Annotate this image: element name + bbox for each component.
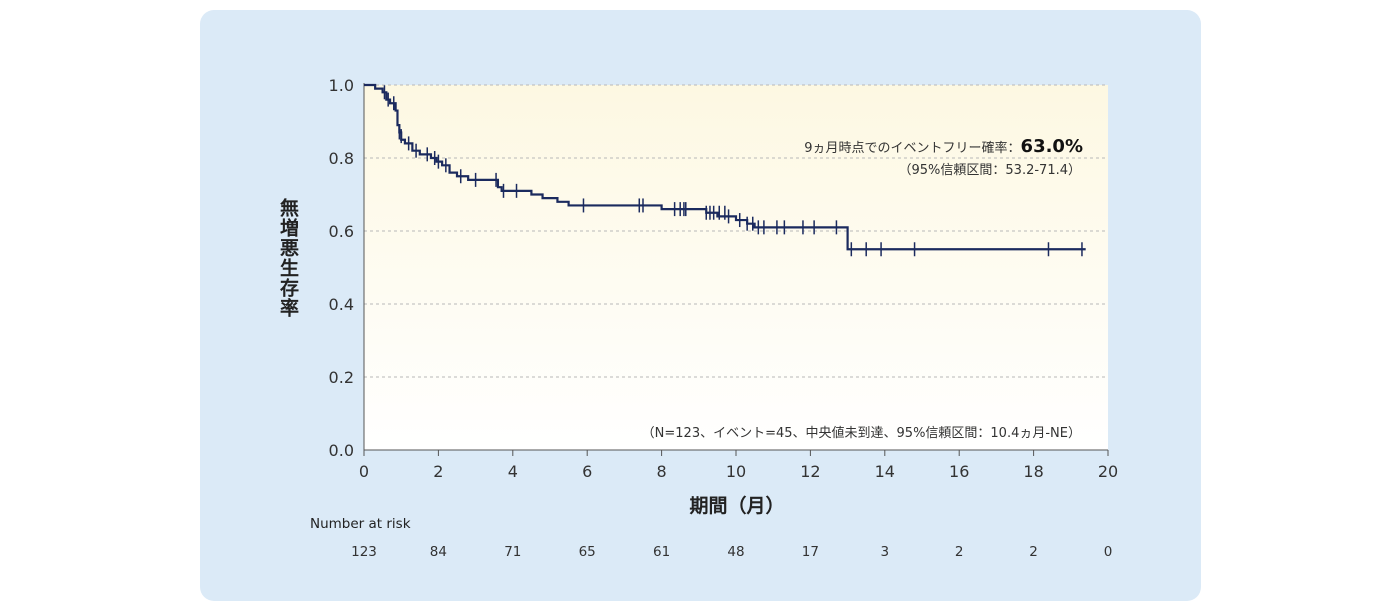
km-chart: 0.00.20.40.60.81.0 0 2 4 6 8 10 12 14 16 18 20 無増悪… bbox=[277, 76, 1118, 560]
x-axis-title: 期間（月） bbox=[689, 494, 784, 517]
risk-count: 3 bbox=[881, 544, 890, 560]
x-tick-label: 14 bbox=[875, 462, 895, 481]
x-tick-label: 0 bbox=[359, 462, 369, 481]
x-tick-label: 12 bbox=[800, 462, 820, 481]
survival-curve bbox=[364, 83, 1086, 251]
y-tick-label: 0.6 bbox=[329, 222, 354, 241]
number-at-risk-label: Number at risk bbox=[310, 516, 411, 532]
risk-count: 48 bbox=[727, 544, 744, 560]
risk-count: 123 bbox=[351, 544, 377, 560]
y-tick-label: 0.2 bbox=[329, 368, 354, 387]
risk-count: 17 bbox=[802, 544, 819, 560]
risk-count: 2 bbox=[955, 544, 964, 560]
y-axis-title: 無増悪生存率 bbox=[277, 197, 299, 318]
risk-count: 0 bbox=[1104, 544, 1113, 560]
number-at-risk-row: 123 84 71 65 61 48 17 3 2 2 0 bbox=[351, 544, 1112, 560]
plot-area bbox=[364, 85, 1108, 450]
x-tick-label: 8 bbox=[657, 462, 667, 481]
chart-panel: 0.0 0.2 0.4 0.6 0.8 1.0 0 2 4 6 8 10 12 14 16 18 20 無増悪… bbox=[200, 10, 1201, 601]
km-step-line bbox=[364, 83, 1086, 251]
y-tick-labels: 0.0 0.2 0.4 0.6 0.8 1.0 bbox=[329, 76, 354, 460]
y-tick-label: 0.8 bbox=[329, 149, 354, 168]
x-tick-label: 20 bbox=[1098, 462, 1118, 481]
summary-annotation: （N=123、イベント=45、中央値未到達、95%信頼区間：10.4ヵ月-NE） bbox=[642, 425, 1081, 441]
risk-count: 61 bbox=[653, 544, 670, 560]
x-tick-label: 18 bbox=[1023, 462, 1043, 481]
censor-marks bbox=[383, 85, 1083, 257]
x-tick-label: 2 bbox=[433, 462, 443, 481]
estimate-annotation: 9ヵ月時点でのイベントフリー確率：63.0% bbox=[804, 136, 1083, 157]
x-tick-label: 16 bbox=[949, 462, 969, 481]
grid-lines bbox=[364, 84, 1108, 378]
estimate-label: 9ヵ月時点でのイベントフリー確率： bbox=[804, 140, 1020, 156]
y-tick-label: 0.0 bbox=[329, 441, 354, 460]
y-tick-label: 0.4 bbox=[329, 295, 354, 314]
risk-count: 65 bbox=[579, 544, 596, 560]
x-tick-labels: 0 2 4 6 8 10 12 14 16 18 20 bbox=[359, 450, 1118, 481]
x-tick-label: 4 bbox=[508, 462, 518, 481]
x-tick-label: 6 bbox=[582, 462, 592, 481]
estimate-ci: （95%信頼区間：53.2-71.4） bbox=[899, 163, 1081, 178]
y-tick-label: 1.0 bbox=[329, 76, 354, 95]
x-tick-label: 10 bbox=[726, 462, 746, 481]
risk-count: 2 bbox=[1029, 544, 1038, 560]
risk-count: 84 bbox=[430, 544, 447, 560]
risk-count: 71 bbox=[504, 544, 521, 560]
estimate-value: 63.0% bbox=[1021, 136, 1083, 157]
